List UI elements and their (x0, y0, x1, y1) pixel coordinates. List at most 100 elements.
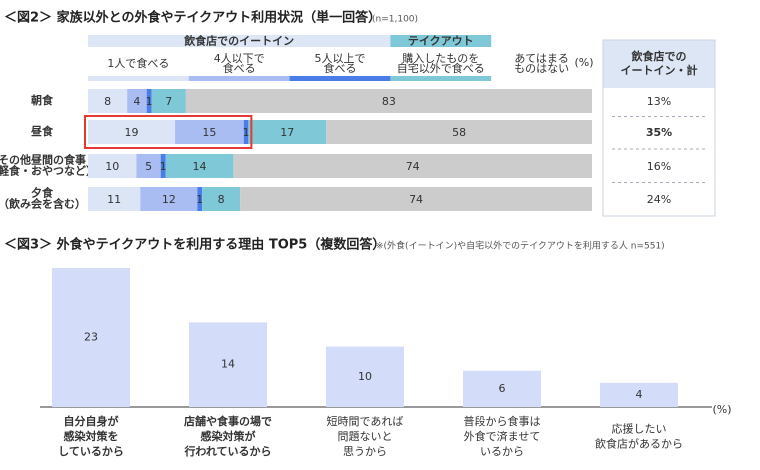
value-label: 15 (202, 126, 216, 139)
value-label: 83 (382, 95, 396, 108)
bar-segment (88, 187, 141, 211)
group-header (88, 35, 391, 47)
bar-segment (326, 120, 592, 144)
category-label: （軽食・おやつなど） (0, 164, 97, 178)
bar (52, 268, 130, 407)
bar-segment (165, 154, 234, 178)
total-label: 24% (647, 193, 671, 206)
bar-segment (136, 154, 161, 178)
bar-segment (88, 120, 176, 144)
bar-segment (88, 89, 128, 113)
value-label: 10 (358, 370, 372, 383)
value-label: 4 (133, 95, 140, 108)
legend-label: 1人で食べる (107, 56, 169, 70)
bar-segment (88, 154, 137, 178)
value-label: 8 (218, 193, 225, 206)
category-label: その他昼間の食事 (0, 153, 86, 167)
value-label: 1 (146, 95, 153, 108)
bar-segment (240, 187, 592, 211)
value-label: 23 (84, 331, 98, 344)
legend-label: 食べる (223, 61, 256, 75)
bar-segment (127, 89, 147, 113)
bar-segment (197, 187, 203, 211)
unit-label: (%) (574, 56, 593, 69)
totals-header-label: 飲食店での (631, 49, 687, 63)
value-label: 19 (125, 126, 139, 139)
value-label: 74 (409, 193, 423, 206)
legend-swatch (188, 76, 290, 81)
value-label: 5 (145, 160, 152, 173)
category-label: いるから (480, 445, 524, 458)
legend-swatch (289, 76, 391, 81)
total-label: 16% (647, 160, 671, 173)
value-label: 14 (221, 358, 235, 371)
bar-segment (233, 154, 592, 178)
category-label: 飲食店があるから (595, 437, 683, 451)
bar-segment (140, 187, 198, 211)
category-label: 短時間であれば (327, 414, 404, 428)
category-label: 外食で済ませて (464, 429, 541, 443)
value-label: 1 (243, 126, 250, 139)
value-label: 11 (107, 193, 121, 206)
totals-header-label: イートイン・計 (621, 63, 698, 77)
bar-segment (248, 120, 327, 144)
chart-title: ＜図2＞ 家族以外との外食やテイクアウト利用状況（単一回答） (4, 10, 381, 26)
value-label: 10 (105, 160, 119, 173)
bar-segment (175, 120, 244, 144)
legend-label: 5人以上で (315, 52, 366, 65)
chart-subtitle: (n=1,100) (372, 15, 418, 25)
value-label: 6 (499, 382, 506, 395)
value-label: 12 (162, 193, 176, 206)
legend-swatch (390, 76, 492, 81)
bar-segment (202, 187, 241, 211)
legend-label: 自宅以外で食べる (397, 61, 485, 75)
category-label: 思うから (343, 445, 387, 458)
category-label: 店舗や食事の場で (184, 414, 272, 428)
value-label: 14 (192, 160, 206, 173)
value-label: 1 (196, 193, 203, 206)
totals-header (603, 40, 715, 88)
group-label: 飲食店でのイートイン (183, 34, 294, 48)
value-label: 58 (452, 126, 466, 139)
category-label: 行われているから (183, 444, 271, 458)
unit-label: (%) (712, 403, 731, 416)
highlight-box (84, 115, 253, 149)
category-label: 応援したい (612, 422, 667, 436)
chart-title: ＜図3＞ 外食やテイクアウトを利用する理由 TOP5（複数回答） (4, 237, 385, 253)
value-label: 74 (406, 160, 420, 173)
category-label: 自分自身が (64, 414, 119, 428)
category-label: （飲み会を含む） (0, 197, 86, 211)
bar (463, 370, 541, 407)
legend-swatch (88, 76, 189, 81)
value-label: 7 (165, 95, 172, 108)
category-label: 夕食 (31, 186, 54, 200)
totals-frame (602, 39, 716, 217)
bar-segment (146, 89, 152, 113)
value-label: 4 (636, 388, 643, 401)
category-label: 感染対策が (201, 429, 256, 443)
bar (189, 322, 267, 407)
value-label: 1 (160, 160, 167, 173)
category-label: 朝食 (31, 93, 54, 107)
category-label: 感染対策を (64, 429, 119, 443)
legend-label: 食べる (324, 61, 357, 75)
bar-segment (243, 120, 249, 144)
value-label: 8 (104, 95, 111, 108)
total-label: 35% (646, 126, 672, 139)
bar-segment (151, 89, 186, 113)
group-header (390, 35, 492, 47)
bar-segment (160, 154, 166, 178)
bar (326, 346, 404, 407)
value-label: 17 (280, 126, 294, 139)
category-label: しているから (58, 445, 124, 458)
bar-segment (185, 89, 592, 113)
legend-label: ものはない (514, 62, 569, 75)
chart-subtitle: ※(外食(イートイン)や自宅以外でのテイクアウトを利用する人 n=551) (376, 240, 665, 252)
category-label: 普段から食事は (464, 414, 541, 428)
category-label: 昼食 (30, 124, 54, 138)
total-label: 13% (647, 95, 671, 108)
bar (600, 382, 678, 407)
group-label: テイクアウト (408, 35, 474, 48)
legend-label: 4人以下で (214, 52, 265, 65)
